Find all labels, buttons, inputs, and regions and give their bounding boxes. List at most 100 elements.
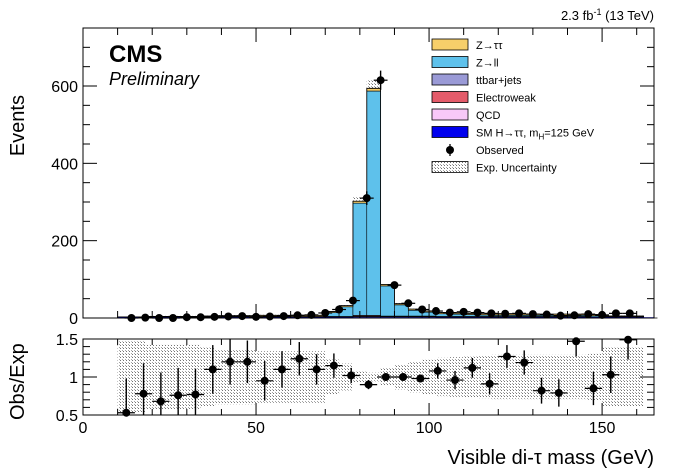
ratio-point: [329, 361, 338, 370]
observed-point: [515, 309, 524, 318]
preliminary-label: Preliminary: [109, 69, 200, 89]
legend-marker: [446, 146, 454, 154]
legend-swatch: [431, 108, 469, 121]
legend-swatch: [431, 91, 469, 103]
ratio-x-tick-label: 0: [79, 420, 88, 437]
legend-item: QCD: [431, 108, 501, 122]
legend-label: Z→ττ: [476, 40, 503, 52]
ratio-point: [485, 379, 494, 388]
observed-point: [390, 281, 399, 290]
ratio-point: [468, 363, 477, 372]
ratio-point: [502, 352, 511, 361]
ratio-band-bin: [574, 354, 589, 400]
ratio-band-bin: [117, 341, 132, 413]
ratio-point: [139, 389, 148, 398]
ratio-point: [277, 365, 286, 374]
ratio-x-axis: 0 50 100 150: [79, 339, 638, 437]
observed-point: [611, 309, 620, 318]
legend-swatch: [431, 38, 469, 51]
legend-swatch: [431, 56, 469, 68]
ratio-band-bin: [352, 371, 367, 383]
ratio-point: [243, 357, 252, 366]
ratio-band-bin: [200, 347, 215, 407]
ratio-band-bin: [491, 354, 506, 400]
observed-point: [293, 311, 302, 320]
ratio-y-label: Obs/Exp: [7, 343, 29, 420]
ratio-point: [381, 373, 390, 381]
ratio-point: [208, 365, 217, 374]
observed-point: [542, 310, 551, 319]
ratio-band-bin: [172, 344, 187, 410]
observed-point: [279, 312, 288, 321]
ratio-point: [606, 370, 615, 379]
ratio-point: [260, 376, 269, 385]
ratio-uncertainty-band: [117, 341, 644, 413]
observed-point: [307, 310, 316, 319]
observed-point: [487, 309, 496, 318]
main-y-tick-label: 0: [69, 311, 78, 328]
observed-point: [362, 194, 371, 203]
observed-point: [473, 308, 482, 317]
observed-point: [348, 296, 357, 305]
legend: Z→ττ Z→ll ttbar+jets Electroweak QCD SM H→ττ,…: [431, 38, 595, 175]
ratio-band-bin: [615, 347, 630, 407]
lumi-label: 2.3 fb-1 (13 TeV): [561, 7, 654, 23]
ratio-point: [156, 397, 165, 406]
ratio-band-bin: [186, 344, 201, 410]
ratio-y-axis: 0.5 1 1.5: [56, 332, 654, 425]
ratio-y-tick-label: 1: [69, 370, 78, 387]
observed-point: [418, 305, 427, 314]
ratio-point: [347, 371, 356, 380]
ratio-band-bin: [629, 347, 644, 407]
ratio-band-bin: [256, 351, 270, 403]
observed-point: [501, 309, 510, 318]
observed-point: [196, 313, 205, 322]
ratio-y-tick-label: 1.5: [56, 332, 78, 349]
ratio-point: [537, 386, 546, 395]
ratio-point: [191, 390, 200, 399]
main-y-label: Events: [7, 95, 29, 156]
ratio-band-bin: [145, 344, 160, 410]
legend-item: Z→ττ: [431, 38, 503, 52]
ratio-point: [572, 337, 581, 346]
ratio-points: [117, 335, 637, 417]
legend-label: QCD: [476, 110, 501, 122]
observed-point: [238, 312, 247, 321]
observed-point: [265, 312, 274, 321]
ratio-band-bin: [311, 351, 326, 403]
ratio-point: [433, 366, 442, 375]
ratio-band-bin: [283, 351, 298, 403]
ratio-point: [520, 358, 529, 367]
ratio-band-bin: [269, 351, 284, 403]
ratio-point: [226, 357, 235, 366]
observed-point: [335, 305, 344, 314]
observed-point: [584, 310, 593, 319]
main-y-tick-label: 600: [51, 79, 78, 96]
observed-point: [404, 299, 413, 308]
legend-label: ttbar+jets: [476, 75, 522, 87]
x-axis-label: Visible di-τ mass (GeV): [448, 447, 654, 469]
observed-point: [570, 311, 579, 320]
ratio-band-bin: [408, 361, 423, 393]
observed-point: [445, 308, 454, 317]
ratio-band-bin: [546, 354, 561, 400]
main-y-tick-label: 400: [51, 156, 78, 173]
ratio-point: [364, 380, 373, 389]
legend-item: SM H→ττ, mH=125 GeV: [431, 126, 595, 142]
legend-item: Z→ll: [431, 56, 499, 70]
observed-point: [376, 76, 385, 85]
ratio-band-bin: [505, 354, 520, 400]
observed-point: [431, 307, 440, 316]
main-x-axis: [82, 28, 638, 318]
legend-label: Observed: [476, 145, 524, 157]
ratio-x-tick-label: 150: [589, 420, 616, 437]
observed-points: [124, 70, 637, 322]
stack-bar-z: [366, 88, 381, 92]
legend-item: Observed: [446, 144, 524, 157]
observed-point: [210, 312, 219, 321]
ratio-point: [589, 384, 598, 393]
ratio-band-bin: [588, 353, 603, 401]
ratio-x-tick-label: 100: [416, 420, 443, 437]
